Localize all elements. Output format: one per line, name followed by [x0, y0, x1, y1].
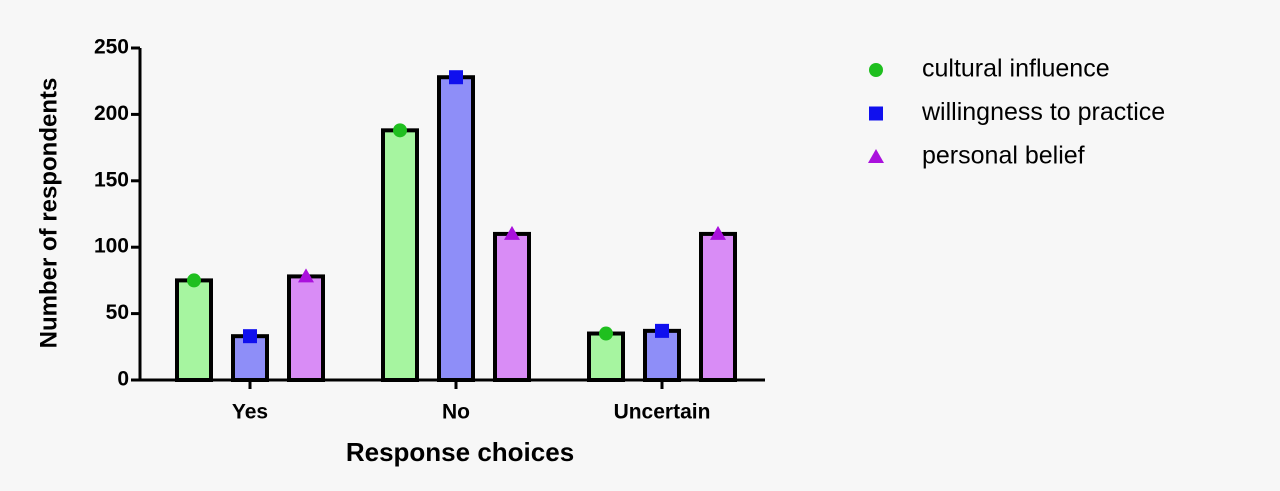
bar-marker — [599, 326, 613, 341]
bar — [643, 328, 681, 383]
y-tick-label: 0 — [117, 368, 129, 391]
bar-marker — [655, 323, 669, 338]
legend-label: willingness to practice — [921, 98, 1165, 126]
y-tick-label: 250 — [94, 36, 129, 59]
bar-marker — [187, 273, 201, 288]
bar — [175, 278, 213, 382]
legend-marker — [869, 63, 883, 77]
bar-marker — [393, 123, 407, 138]
bar-marker — [710, 225, 726, 240]
bar — [381, 128, 419, 382]
bar — [437, 75, 475, 382]
bar — [231, 334, 269, 382]
legend-marker — [868, 149, 884, 163]
y-tick-label: 50 — [106, 301, 129, 324]
y-tick-label: 150 — [94, 168, 129, 191]
y-axis-title: Number of respondents — [35, 78, 62, 349]
bar — [493, 231, 531, 382]
y-tick-label: 200 — [94, 102, 129, 125]
legend-label: cultural influence — [922, 55, 1110, 83]
bar — [699, 231, 737, 382]
x-tick-label: Uncertain — [614, 401, 711, 424]
x-tick-label: Yes — [232, 401, 268, 424]
bar-marker — [449, 70, 463, 85]
bar-marker — [298, 268, 314, 283]
x-tick-label: No — [442, 401, 470, 424]
legend-label: personal belief — [922, 142, 1085, 170]
legend-marker — [869, 106, 883, 121]
bar-marker — [243, 329, 257, 344]
bar — [287, 274, 325, 382]
y-tick-label: 100 — [94, 235, 129, 258]
x-axis-title: Response choices — [346, 437, 574, 467]
bar-marker — [504, 225, 520, 240]
